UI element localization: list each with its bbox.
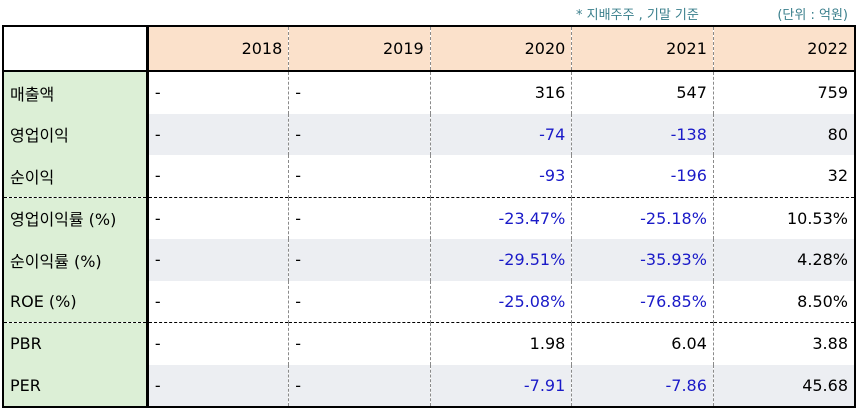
corner-cell [1, 25, 149, 72]
value-cell: 759 [712, 71, 856, 114]
value-cell: - [146, 113, 289, 155]
value-cell: -138 [571, 113, 714, 155]
table-row: PER - - -7.91 -7.86 45.68 [1, 364, 856, 408]
value-cell: -74 [429, 113, 572, 155]
table-row: ROE (%) - - -25.08% -76.85% 8.50% [1, 280, 856, 323]
value-cell: - [288, 155, 431, 197]
value-cell: 45.68 [712, 364, 856, 408]
value-cell: - [288, 322, 431, 365]
year-header: 2019 [288, 25, 431, 72]
value-cell: -7.86 [571, 364, 714, 408]
value-cell: - [146, 322, 289, 365]
value-cell: - [288, 196, 431, 239]
value-cell: -35.93% [571, 239, 714, 281]
value-cell: 10.53% [712, 196, 856, 239]
unit-note: (단위 : 억원) [777, 8, 848, 23]
value-cell: - [288, 113, 431, 155]
value-cell: - [146, 71, 289, 114]
value-cell: - [146, 196, 289, 239]
value-cell: - [146, 364, 289, 408]
value-cell: 3.88 [712, 322, 856, 365]
value-cell: -25.08% [429, 280, 572, 323]
value-cell: - [146, 155, 289, 197]
table-row: 영업이익 - - -74 -138 80 [1, 113, 856, 155]
table-row: 영업이익률 (%) - - -23.47% -25.18% 10.53% [1, 196, 856, 239]
year-header: 2021 [571, 25, 714, 72]
table-row: PBR - - 1.98 6.04 3.88 [1, 322, 856, 365]
value-cell: -93 [429, 155, 572, 197]
row-label: 순이익 [1, 155, 149, 197]
table-row: 매출액 - - 316 547 759 [1, 71, 856, 114]
value-cell: 80 [712, 113, 856, 155]
table-row: 순이익 - - -93 -196 32 [1, 155, 856, 197]
row-label: 매출액 [1, 71, 149, 114]
row-label: 영업이익률 (%) [1, 196, 149, 239]
value-cell: - [288, 71, 431, 114]
year-header: 2020 [429, 25, 572, 72]
financial-table: 2018 2019 2020 2021 2022 매출액 - - 316 547… [1, 25, 856, 408]
header-row: 2018 2019 2020 2021 2022 [1, 25, 856, 72]
value-cell: -23.47% [429, 196, 572, 239]
value-cell: - [146, 280, 289, 323]
row-label: PER [1, 364, 149, 408]
value-cell: 4.28% [712, 239, 856, 281]
value-cell: -7.91 [429, 364, 572, 408]
row-label: 순이익률 (%) [1, 239, 149, 281]
row-label: ROE (%) [1, 280, 149, 323]
value-cell: 32 [712, 155, 856, 197]
value-cell: - [288, 280, 431, 323]
value-cell: - [288, 239, 431, 281]
value-cell: 1.98 [429, 322, 572, 365]
value-cell: 8.50% [712, 280, 856, 323]
value-cell: -29.51% [429, 239, 572, 281]
value-cell: 547 [571, 71, 714, 114]
value-cell: 316 [429, 71, 572, 114]
value-cell: -25.18% [571, 196, 714, 239]
year-header: 2018 [146, 25, 289, 72]
basis-note: * 지배주주 , 기말 기준 [576, 8, 699, 23]
year-header: 2022 [712, 25, 856, 72]
value-cell: - [146, 239, 289, 281]
value-cell: -76.85% [571, 280, 714, 323]
value-cell: 6.04 [571, 322, 714, 365]
value-cell: -196 [571, 155, 714, 197]
row-label: PBR [1, 322, 149, 365]
value-cell: - [288, 364, 431, 408]
table-row: 순이익률 (%) - - -29.51% -35.93% 4.28% [1, 239, 856, 281]
row-label: 영업이익 [1, 113, 149, 155]
